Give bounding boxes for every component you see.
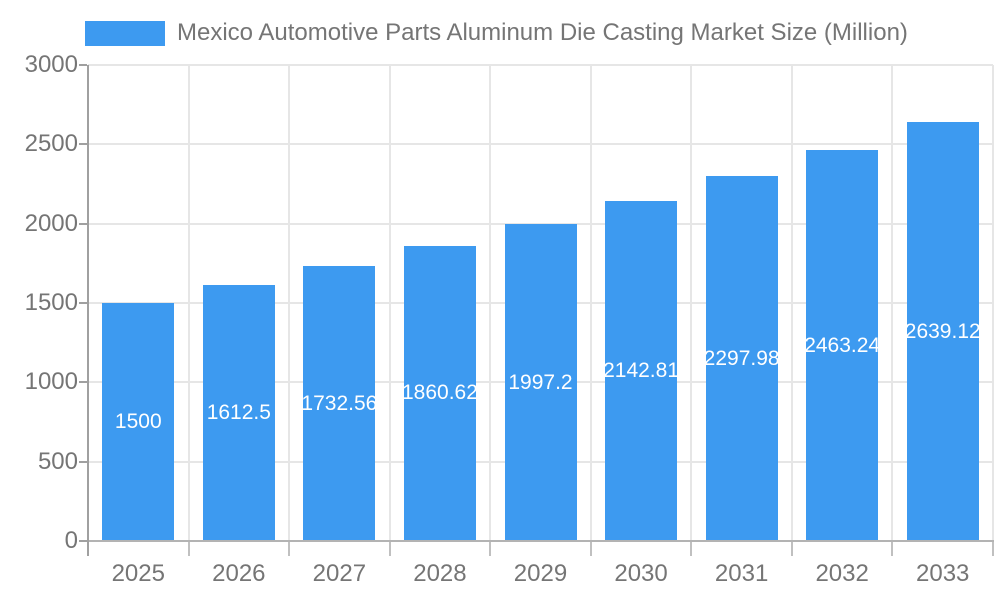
bar-value-label: 2297.98: [705, 346, 778, 370]
x-axis-tick: [992, 541, 994, 556]
bar-value-label: 1997.2: [508, 370, 573, 394]
y-axis-tick: [79, 381, 87, 384]
bar-value-label: 1500: [114, 410, 162, 433]
x-axis-label-2028: 2028: [413, 560, 467, 587]
y-axis-tick: [79, 460, 87, 463]
y-axis-label: 500: [37, 447, 78, 475]
x-axis-label-2032: 2032: [815, 560, 869, 587]
bar-value-label: 2142.81: [605, 358, 678, 382]
y-axis-label: 3000: [24, 51, 78, 78]
legend: Mexico Automotive Parts Aluminum Die Cas…: [85, 18, 908, 48]
x-axis-tick: [388, 541, 391, 556]
y-gridline: [88, 143, 993, 146]
x-gridline: [187, 65, 190, 541]
y-axis-tick: [79, 64, 87, 66]
x-axis-label-2029: 2029: [513, 560, 568, 587]
y-gridline: [88, 64, 993, 66]
x-axis-tick: [288, 541, 291, 556]
legend-swatch[interactable]: [85, 20, 165, 46]
x-axis-tick: [489, 541, 492, 556]
x-axis-tick: [690, 541, 693, 556]
x-axis-line: [87, 540, 994, 542]
bar-2027[interactable]: 1732.56: [303, 266, 376, 541]
y-axis-tick: [79, 222, 87, 225]
x-gridline: [589, 65, 592, 541]
y-axis-label: 1000: [24, 368, 78, 396]
y-gridline: [88, 222, 993, 225]
bar-value-label: 1732.56: [303, 391, 376, 415]
x-gridline: [690, 65, 693, 541]
y-axis-tick: [79, 540, 87, 542]
y-axis-label: 1500: [24, 289, 78, 316]
x-gridline: [891, 65, 894, 541]
x-gridline: [992, 65, 994, 541]
bar-2025[interactable]: 1500: [102, 303, 175, 541]
x-gridline: [489, 65, 492, 541]
bar-2026[interactable]: 1612.5: [202, 285, 275, 541]
bar-2029[interactable]: 1997.2: [504, 224, 577, 541]
x-axis-label-2030: 2030: [614, 560, 668, 587]
bar-value-label: 1860.62: [403, 381, 476, 405]
y-axis-label: 0: [64, 527, 78, 554]
x-axis-tick: [187, 541, 190, 556]
y-axis-label: 2000: [24, 209, 78, 237]
x-axis-label-2025: 2025: [111, 560, 165, 587]
x-axis-label-2026: 2026: [212, 560, 266, 587]
x-axis-label-2031: 2031: [714, 560, 769, 587]
bar-2032[interactable]: 2463.24: [806, 150, 879, 541]
x-gridline: [388, 65, 391, 541]
x-axis-tick: [589, 541, 592, 556]
y-axis-label: 2500: [24, 130, 78, 158]
x-axis-tick: [891, 541, 894, 556]
bar-2028[interactable]: 1860.62: [403, 245, 476, 541]
x-axis-label-2027: 2027: [312, 560, 367, 587]
x-axis-tick: [790, 541, 793, 556]
bar-value-label: 2639.12: [906, 319, 979, 343]
y-axis-line: [87, 65, 89, 556]
y-axis-tick: [79, 302, 87, 304]
bar-2033[interactable]: 2639.12: [906, 122, 979, 541]
x-axis-label-2033: 2033: [916, 560, 970, 587]
bar-2030[interactable]: 2142.81: [605, 201, 678, 541]
bar-value-label: 1612.5: [206, 401, 271, 425]
legend-label[interactable]: Mexico Automotive Parts Aluminum Die Cas…: [177, 19, 908, 46]
x-gridline: [790, 65, 793, 541]
bar-2031[interactable]: 2297.98: [705, 176, 778, 541]
x-gridline: [288, 65, 291, 541]
y-axis-tick: [79, 143, 87, 146]
bar-value-label: 2463.24: [806, 333, 879, 357]
